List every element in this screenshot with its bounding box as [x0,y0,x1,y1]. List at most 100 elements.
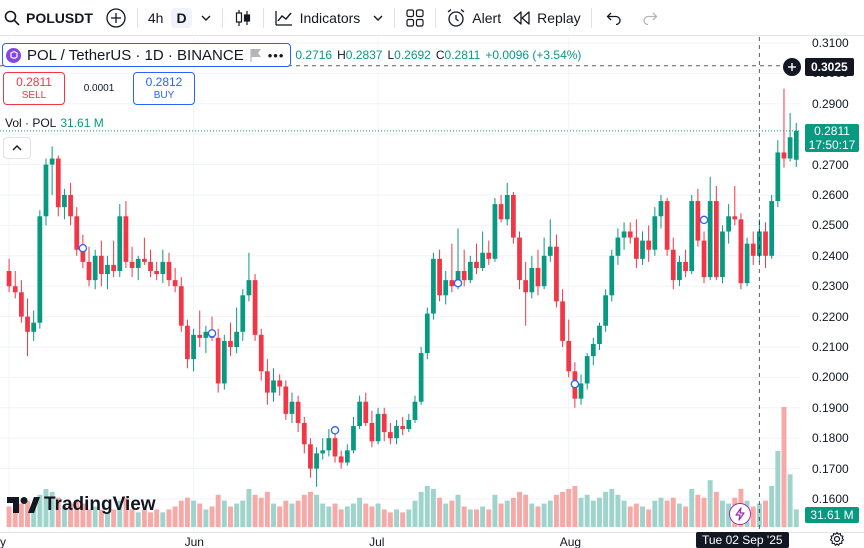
undo-button[interactable] [596,0,632,35]
candle-body [31,322,37,332]
volume-bar [31,506,37,527]
top-toolbar: POLUSDT 4h D Indicators Alert Replay [0,0,864,36]
replay-button[interactable]: Replay [507,0,587,35]
event-marker [78,243,88,253]
volume-bar [111,509,117,527]
candle-body [160,261,166,275]
chart-area[interactable] [0,37,864,548]
more-dots-icon[interactable]: ••• [267,47,285,63]
candle-body [695,201,701,241]
candle-body [369,423,375,442]
volume-bar [332,503,338,527]
candle-body [646,240,652,250]
spread-value: 0.0001 [83,83,115,94]
volume-bar [775,450,781,527]
candle-body [713,201,719,278]
candle-body [252,280,258,335]
candle-body [634,237,639,259]
layout-button[interactable] [399,0,431,35]
volume-bar [627,506,633,527]
volume-bar [160,512,166,527]
volume-bar [424,486,430,527]
candle-body [474,261,479,268]
candle-body [19,292,24,317]
replay-label: Replay [537,9,581,26]
alert-button[interactable]: Alert [440,0,507,35]
price-chart[interactable] [0,37,864,548]
price-tick-label: 0.2500 [812,218,849,233]
volume-bar [652,500,658,527]
flag-icon [250,49,261,62]
price-tick-label: 0.2100 [812,340,849,354]
candle-body [461,271,467,281]
volume-bar [61,506,67,527]
chart-settings-button[interactable] [829,531,845,548]
volume-bar [781,406,787,527]
candle-body [271,380,276,393]
volume-bar [609,488,615,527]
interval-dropdown[interactable] [194,0,218,35]
volume-bar [215,494,221,527]
candle-body [105,264,110,275]
candle-body [246,280,252,296]
volume-bar [443,503,449,527]
crosshair-price-tag[interactable]: 0.3025 [783,57,854,77]
candle-body [683,261,688,271]
time-tick-label: y [0,535,6,548]
candle-body [726,216,731,232]
compare-button[interactable] [99,0,133,35]
candle-body [283,386,289,414]
candle-body [221,340,227,384]
volume-bar [437,497,443,527]
search-icon [4,10,20,26]
divider [221,7,223,28]
candle-body [498,204,504,220]
sell-button[interactable]: 0.2811 SELL [3,72,65,105]
volume-bar [117,500,123,527]
symbol-name: POLUSDT [26,9,93,26]
add-alert-icon[interactable] [783,58,801,76]
plus-circle-icon [106,7,126,28]
buy-button[interactable]: 0.2812 BUY [133,72,195,105]
volume-bar [640,506,645,527]
volume-bar [676,503,682,527]
candle-body [584,356,590,384]
undo-icon [606,12,621,25]
candle-body [492,204,498,259]
chart-type-button[interactable] [227,0,259,35]
candle-body [68,195,73,217]
candle-body [178,286,184,326]
volume-bar [55,497,61,527]
tradingview-logo[interactable]: TradingView [6,494,156,516]
volume-bar [695,494,701,527]
volume-tag: 31.61 M [805,507,859,523]
candle-body [258,334,264,372]
volume-bar [381,509,387,527]
symbol-search[interactable]: POLUSDT [0,0,99,35]
divider [394,7,396,28]
candle-body [467,261,473,281]
volume-bar [178,500,184,527]
bar-countdown: 17:50:17 [808,137,856,152]
redo-button[interactable] [632,0,668,35]
candle-body [37,216,43,323]
events-lightning-icon[interactable] [729,503,751,525]
candle-body [431,258,436,314]
candle-body [338,456,344,463]
candle-body [720,231,725,278]
candle-body [240,295,246,332]
interval-d[interactable]: D [169,0,193,35]
collapse-legend-button[interactable] [3,137,31,159]
volume-bar [25,500,30,527]
interval-4h[interactable]: 4h [142,0,170,35]
tradingview-wordmark: TradingView [44,494,156,515]
candle-body [578,383,584,399]
volume-bar [763,500,768,527]
indicators-dropdown[interactable] [366,0,390,35]
volume-bar [344,506,350,527]
indicators-label: Indicators [299,9,361,26]
indicators-button[interactable]: Indicators [268,0,367,35]
ohlc-values: 0.2716 H0.2837 L0.2692 C0.2811 +0.0096 (… [295,48,581,62]
legend-title-box[interactable]: POL / TetherUS · 1D · BINANCE ••• [2,43,292,67]
candle-body [511,195,516,238]
